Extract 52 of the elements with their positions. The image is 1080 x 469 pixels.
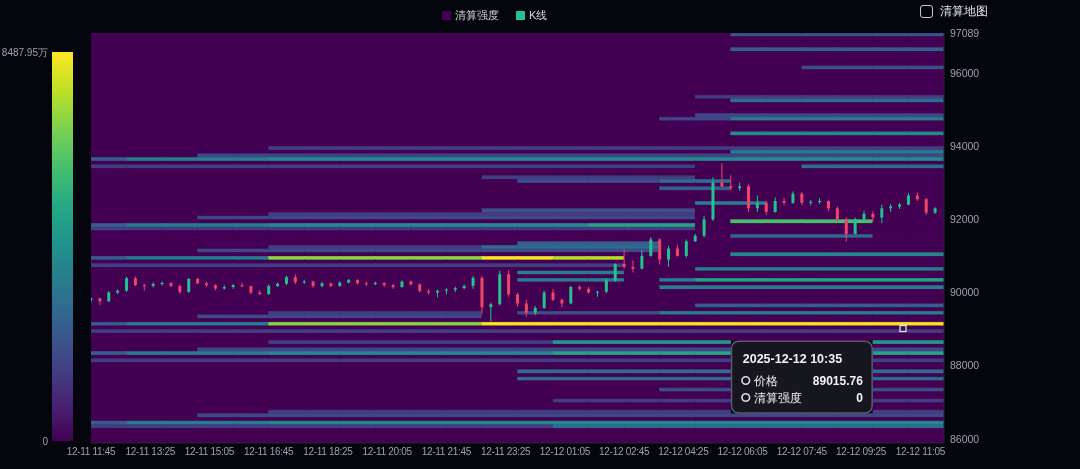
y-tick-label: 94000 — [950, 139, 980, 152]
x-tick-label: 12-12 09:25 — [836, 446, 887, 458]
annotation: 清算强度 — [753, 390, 802, 405]
candlestick — [542, 290, 546, 310]
annotation: 价格 — [752, 373, 778, 388]
x-tick-label: 12-12 04:25 — [658, 446, 710, 458]
candlestick — [613, 262, 617, 283]
y-tick-label: 90000 — [950, 286, 980, 299]
candlestick — [160, 281, 164, 287]
candlestick — [844, 216, 848, 243]
x-tick-label: 12-11 16:45 — [244, 446, 295, 458]
x-tick-label: 12-12 01:05 — [539, 446, 591, 458]
candlestick — [880, 204, 884, 224]
x-tick-label: 12-11 11:45 — [66, 446, 117, 458]
x-tick-label: 12-11 18:25 — [303, 446, 354, 458]
y-tick-label: 97089 — [950, 26, 980, 39]
candlestick — [507, 270, 511, 298]
annotation: 2025-12-12 10:35 — [742, 351, 843, 366]
legend-label: K线 — [529, 8, 548, 23]
x-tick-label: 12-11 13:25 — [125, 446, 176, 458]
candlestick — [702, 215, 706, 239]
x-tick-label: 12-12 07:45 — [776, 446, 828, 458]
x-tick-label: 12-12 02:45 — [599, 446, 650, 458]
x-tick-label: 12-11 20:05 — [362, 446, 413, 458]
annotation: 0 — [856, 390, 864, 405]
y-tick-label: 86000 — [950, 432, 980, 445]
candlestick — [658, 237, 662, 266]
candlestick — [747, 184, 751, 213]
annotation: 89015.76 — [812, 373, 864, 388]
candlestick — [569, 285, 573, 305]
candlestick — [240, 282, 244, 288]
candlestick — [782, 197, 786, 206]
color-bar-title: 清算强度 — [455, 8, 499, 23]
x-tick-label: 12-12 06:05 — [717, 446, 769, 458]
x-tick-label: 12-11 23:25 — [480, 446, 532, 458]
candlestick — [622, 248, 626, 270]
color-bar-label: 0 — [42, 435, 49, 447]
y-tick-label: 88000 — [950, 359, 980, 372]
text: 清算地图 — [940, 3, 988, 20]
x-tick-label: 12-11 15:05 — [184, 446, 235, 458]
candlestick — [391, 283, 395, 290]
candlestick — [684, 238, 688, 259]
y-tick-label: 92000 — [950, 213, 980, 226]
candlestick — [489, 302, 493, 322]
candlestick — [667, 245, 671, 268]
candlestick — [631, 259, 635, 273]
x-tick-label: 12-11 21:45 — [421, 446, 472, 458]
y-tick-label: 96000 — [950, 66, 980, 79]
color-bar-label: 8487.95万 — [1, 46, 48, 58]
candlestick — [98, 297, 102, 306]
x-tick-label: 12-12 11:05 — [895, 446, 946, 458]
candlestick — [649, 236, 653, 258]
